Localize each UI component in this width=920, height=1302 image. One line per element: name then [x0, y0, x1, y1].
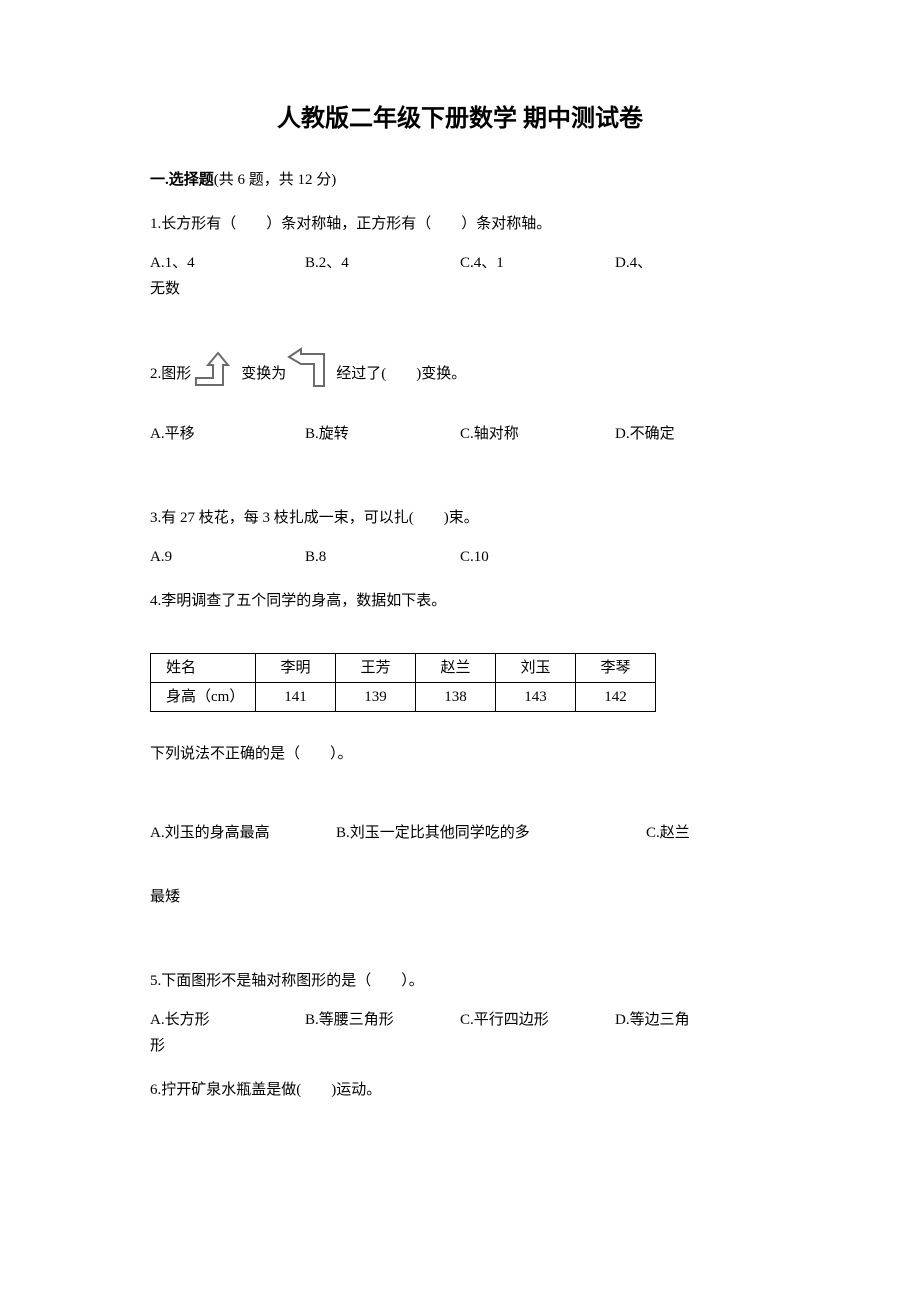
table-header-cell: 姓名: [151, 654, 256, 683]
q1-option-d: D.4、: [615, 251, 770, 275]
section-detail: (共 6 题，共 12 分): [214, 172, 337, 188]
table-header-cell: 李琴: [576, 654, 656, 683]
section-label: 一.选择题: [150, 172, 214, 188]
q3-option-c: C.10: [460, 545, 615, 569]
q4-option-c: C.赵兰: [646, 821, 770, 845]
q5-options: A.长方形 B.等腰三角形 C.平行四边形 D.等边三角: [150, 1008, 770, 1032]
q4-option-a: A.刘玉的身高最高: [150, 821, 336, 845]
q1-option-b: B.2、4: [305, 251, 460, 275]
q1-option-c: C.4、1: [460, 251, 615, 275]
question-1: 1.长方形有（ ）条对称轴，正方形有（ ）条对称轴。 A.1、4 B.2、4 C…: [150, 212, 770, 301]
q4-table: 姓名 李明 王芳 赵兰 刘玉 李琴 身高（cm） 141 139 138 143…: [150, 653, 770, 712]
table-data-row: 身高（cm） 141 139 138 143 142: [151, 683, 656, 712]
q3-option-b: B.8: [305, 545, 460, 569]
q4-wrap: 最矮: [150, 885, 770, 909]
q3-text: 3.有 27 枝花，每 3 枝扎成一束，可以扎( )束。: [150, 506, 770, 530]
section-header: 一.选择题(共 6 题，共 12 分): [150, 168, 770, 192]
q2-pre: 2.图形: [150, 362, 191, 386]
q1-wrap: 无数: [150, 277, 770, 301]
q5-text: 5.下面图形不是轴对称图形的是（ ）。: [150, 969, 770, 993]
arrow-left-down-icon: [286, 346, 336, 402]
q4-options: A.刘玉的身高最高 B.刘玉一定比其他同学吃的多 C.赵兰: [150, 821, 770, 845]
table-header-row: 姓名 李明 王芳 赵兰 刘玉 李琴: [151, 654, 656, 683]
q2-text-line: 2.图形 变换为 经过了( )变换。: [150, 346, 770, 402]
q6-text: 6.拧开矿泉水瓶盖是做( )运动。: [150, 1078, 770, 1102]
table-data-cell: 138: [416, 683, 496, 712]
question-3: 3.有 27 枝花，每 3 枝扎成一束，可以扎( )束。 A.9 B.8 C.1…: [150, 506, 770, 569]
q3-options: A.9 B.8 C.10: [150, 545, 770, 569]
q2-mid: 变换为: [241, 362, 286, 386]
table-data-cell: 139: [336, 683, 416, 712]
table-header-cell: 李明: [256, 654, 336, 683]
q5-option-a: A.长方形: [150, 1008, 305, 1032]
arrow-up-right-icon: [191, 350, 241, 398]
q2-options: A.平移 B.旋转 C.轴对称 D.不确定: [150, 422, 770, 446]
q5-option-b: B.等腰三角形: [305, 1008, 460, 1032]
q3-option-a: A.9: [150, 545, 305, 569]
q2-post: 经过了( )变换。: [336, 362, 466, 386]
q2-option-c: C.轴对称: [460, 422, 615, 446]
table-data-cell: 141: [256, 683, 336, 712]
q1-text: 1.长方形有（ ）条对称轴，正方形有（ ）条对称轴。: [150, 212, 770, 236]
table-header-cell: 王芳: [336, 654, 416, 683]
question-5: 5.下面图形不是轴对称图形的是（ ）。 A.长方形 B.等腰三角形 C.平行四边…: [150, 969, 770, 1058]
table-header-cell: 刘玉: [496, 654, 576, 683]
q4-option-b: B.刘玉一定比其他同学吃的多: [336, 821, 646, 845]
question-6: 6.拧开矿泉水瓶盖是做( )运动。: [150, 1078, 770, 1102]
q4-text: 4.李明调查了五个同学的身高，数据如下表。: [150, 589, 770, 613]
q5-wrap: 形: [150, 1034, 770, 1058]
q1-options: A.1、4 B.2、4 C.4、1 D.4、: [150, 251, 770, 275]
q2-option-d: D.不确定: [615, 422, 770, 446]
q5-option-d: D.等边三角: [615, 1008, 770, 1032]
table-header-cell: 赵兰: [416, 654, 496, 683]
q1-option-a: A.1、4: [150, 251, 305, 275]
question-2: 2.图形 变换为 经过了( )变换。 A.平移 B.旋转 C.轴对称 D.不确定: [150, 346, 770, 446]
table-row-label: 身高（cm）: [151, 683, 256, 712]
q2-option-a: A.平移: [150, 422, 305, 446]
question-4: 4.李明调查了五个同学的身高，数据如下表。 姓名 李明 王芳 赵兰 刘玉 李琴 …: [150, 589, 770, 909]
q4-subtext: 下列说法不正确的是（ ）。: [150, 742, 770, 766]
table-data-cell: 142: [576, 683, 656, 712]
q2-option-b: B.旋转: [305, 422, 460, 446]
page-title: 人教版二年级下册数学 期中测试卷: [150, 100, 770, 138]
table-data-cell: 143: [496, 683, 576, 712]
q5-option-c: C.平行四边形: [460, 1008, 615, 1032]
